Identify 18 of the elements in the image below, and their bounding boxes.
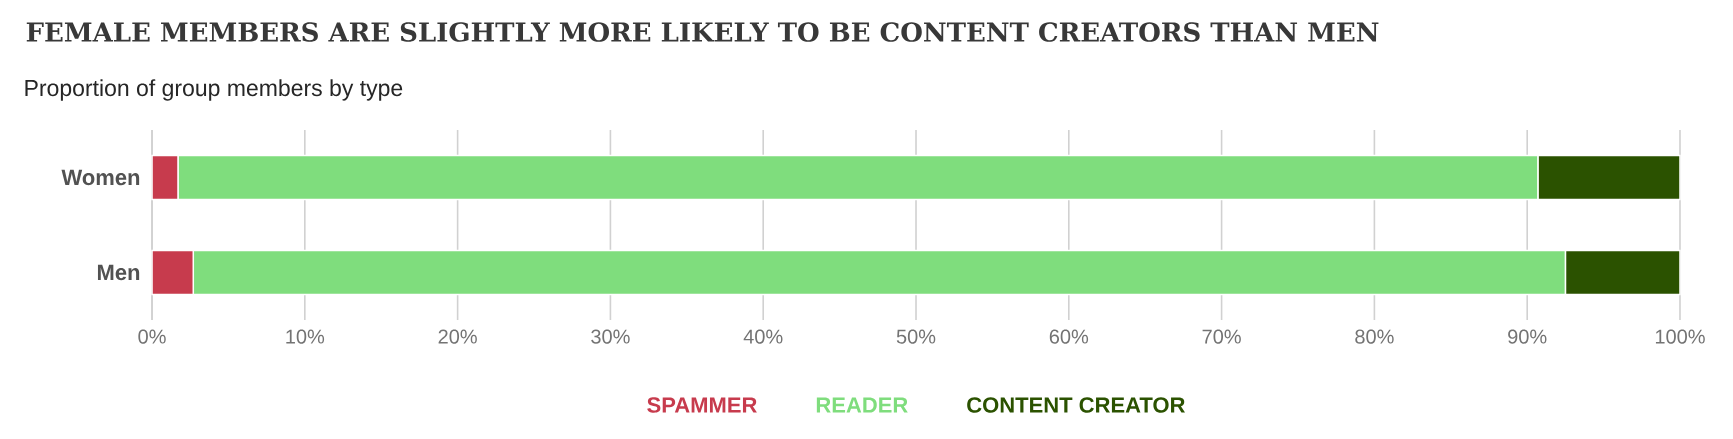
x-tick-label: 0% [138, 329, 166, 344]
x-tick-label: 10% [286, 329, 325, 344]
x-tick-label: 30% [591, 329, 630, 344]
x-tick-label: 20% [438, 329, 477, 344]
x-tick-label: 80% [1355, 329, 1394, 344]
chart-title: FEMALE MEMBERS ARE SLIGHTLY MORE LIKELY TO BE CONTENT CREATORS THAN MEN [26, 22, 1379, 42]
x-tick-label: 90% [1508, 329, 1547, 344]
x-tick-label: 70% [1202, 329, 1241, 344]
x-tick-label: 40% [743, 329, 783, 344]
text: READER [816, 397, 908, 413]
x-tick-label: 60% [1049, 329, 1089, 344]
text: CONTENT CREATOR [967, 397, 1185, 413]
chart-subtitle: Proportion of group members by type [25, 79, 403, 101]
x-tick-label: 50% [896, 329, 936, 344]
y-tick-label: Women [61, 169, 140, 186]
y-tick-label: Men [97, 264, 140, 281]
text: SPAMMER [647, 397, 757, 413]
x-tick-label: 100% [1655, 329, 1705, 344]
